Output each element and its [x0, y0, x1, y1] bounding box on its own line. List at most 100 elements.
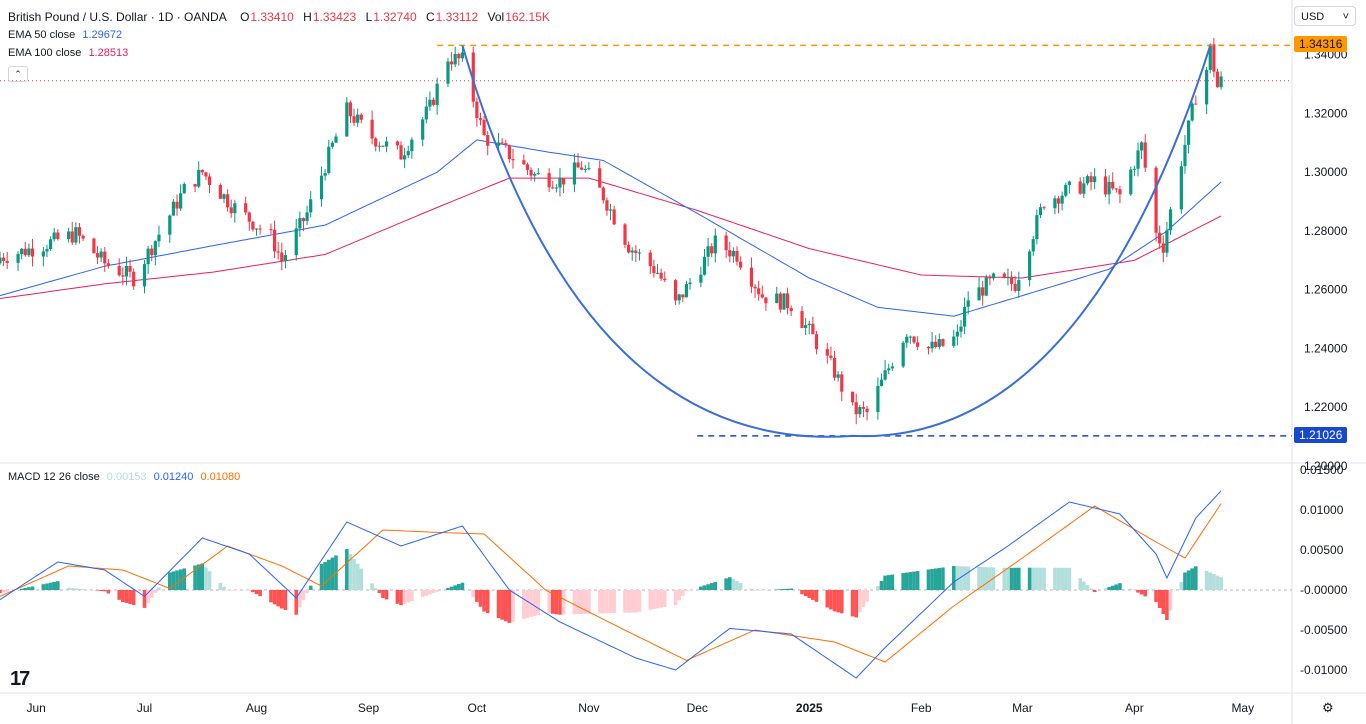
macd-histogram-bar — [634, 590, 638, 613]
macd-histogram-bar — [41, 584, 46, 590]
candle-body — [70, 231, 74, 243]
volume-value: 162.15K — [505, 10, 550, 24]
macd-tick-label: 0.00500 — [1300, 543, 1344, 557]
ema100-legend[interactable]: EMA 100 close 1.28513 — [8, 47, 132, 59]
candle-body — [381, 145, 385, 147]
currency-button[interactable]: USD ˅ — [1294, 6, 1356, 26]
macd-histogram-bar — [1154, 590, 1158, 602]
macd-histogram-bar — [1, 590, 6, 593]
candle-body — [204, 172, 208, 177]
candle-body — [30, 248, 35, 257]
candle-body — [395, 141, 399, 146]
macd-histogram-bar — [301, 590, 306, 601]
candle-body — [905, 336, 909, 343]
candle-body — [482, 119, 486, 136]
open-label: O — [240, 10, 250, 24]
time-tick-label: Feb — [911, 701, 932, 715]
macd-signal-value: 0.01080 — [200, 471, 241, 483]
candle-body — [832, 357, 837, 378]
candle-body — [175, 201, 179, 209]
macd-histogram-bar — [800, 590, 804, 595]
macd-histogram-bar — [460, 582, 465, 590]
candle-body — [522, 160, 526, 165]
candle-body — [1161, 243, 1165, 253]
macd-histogram-bar — [326, 559, 331, 590]
candle-body — [977, 287, 981, 301]
macd-histogram-bar — [811, 590, 815, 600]
macd-histogram-bar — [81, 589, 85, 590]
macd-histogram-bar — [1002, 567, 1007, 590]
macd-histogram-bar — [399, 590, 403, 606]
candle-body — [377, 145, 381, 147]
candle-body — [471, 52, 475, 102]
candle-body — [1129, 169, 1133, 195]
macd-histogram-bar — [124, 590, 129, 603]
macd-histogram-bar — [56, 581, 60, 590]
macd-histogram-bar — [803, 590, 808, 597]
macd-histogram-bar — [1215, 575, 1220, 590]
macd-histogram-bar — [735, 581, 739, 590]
candle-body — [991, 273, 996, 279]
gear-icon[interactable]: ⚙ — [1322, 700, 1334, 715]
macd-histogram-bar — [370, 583, 374, 590]
macd-line — [0, 490, 1222, 679]
macd-histogram-bar — [99, 590, 103, 591]
candle-body — [652, 266, 656, 274]
candle-body — [981, 287, 985, 296]
candle-body — [460, 52, 465, 59]
candle-body — [785, 293, 790, 309]
symbol-legend[interactable]: British Pound / U.S. Dollar · 1D · OANDA… — [8, 10, 556, 24]
macd-histogram-bar — [659, 590, 663, 608]
macd-signal-line — [0, 503, 1222, 663]
candle-body — [840, 374, 844, 392]
candle-body — [901, 342, 905, 367]
candle-body — [829, 355, 833, 358]
macd-tick-label: 0.01500 — [1300, 463, 1344, 477]
macd-histogram-bar — [612, 590, 616, 613]
macd-histogram-bar — [637, 590, 642, 612]
macd-histogram-bar — [1089, 588, 1093, 590]
candle-body — [962, 306, 967, 327]
candle-body — [637, 252, 642, 254]
candle-body — [673, 280, 678, 301]
candle-body — [728, 250, 732, 257]
candle-body — [1064, 184, 1068, 196]
macd-histogram-bar — [1168, 590, 1173, 611]
time-tick-label: Dec — [687, 701, 708, 715]
candle-body — [955, 331, 959, 337]
chevron-up-icon[interactable]: ⌃ — [8, 66, 28, 82]
macd-histogram-bar — [1219, 577, 1223, 590]
candle-body — [1215, 71, 1220, 88]
macd-histogram-bar — [558, 590, 562, 615]
candle-body — [283, 255, 288, 262]
macd-histogram-bar — [597, 590, 602, 614]
macd-histogram-bar — [1183, 572, 1187, 590]
candle-body — [1103, 176, 1108, 195]
candle-body — [95, 253, 100, 258]
macd-histogram-bar — [709, 583, 714, 590]
macd-histogram-bar — [149, 590, 154, 598]
ema50-legend[interactable]: EMA 50 close 1.29672 — [8, 29, 126, 41]
macd-histogram-bar — [850, 590, 855, 617]
macd-histogram-bar — [706, 584, 710, 590]
macd-histogram-bar — [673, 590, 678, 605]
time-tick-label: Oct — [468, 701, 487, 715]
macd-legend[interactable]: MACD 12 26 close 0.00153 0.01240 0.01080 — [8, 471, 244, 483]
candle-body — [207, 176, 212, 186]
macd-histogram-bar — [395, 590, 400, 604]
macd-histogram-bar — [272, 590, 277, 605]
macd-histogram-bar — [142, 590, 147, 608]
candle-body — [251, 221, 255, 230]
candle-body — [941, 339, 945, 346]
candle-body — [547, 173, 551, 188]
macd-histogram-bar — [1110, 585, 1115, 590]
macd-histogram-bar — [576, 590, 580, 615]
macd-histogram-bar — [511, 590, 515, 622]
macd-histogram-bar — [731, 579, 736, 590]
candle-body — [41, 251, 45, 257]
macd-histogram-bar — [117, 590, 122, 600]
symbol-title[interactable]: British Pound / U.S. Dollar · 1D · OANDA — [8, 10, 227, 24]
candle-body — [356, 114, 360, 123]
candle-body — [294, 228, 298, 256]
